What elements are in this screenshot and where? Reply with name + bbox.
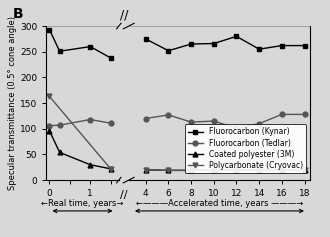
Text: //: // bbox=[120, 190, 127, 200]
Legend: Fluorocarbon (Kynar), Fluorocarbon (Tedlar), Coated polyester (3M), Polycarbonat: Fluorocarbon (Kynar), Fluorocarbon (Tedl… bbox=[185, 124, 306, 173]
Text: ←Real time, years→: ←Real time, years→ bbox=[41, 199, 124, 208]
Text: B: B bbox=[13, 7, 24, 21]
Text: //: // bbox=[119, 8, 128, 21]
Y-axis label: Specular transmittance (0.5° cone angle): Specular transmittance (0.5° cone angle) bbox=[8, 16, 17, 190]
Text: ←———Accelerated time, years ———→: ←———Accelerated time, years ———→ bbox=[136, 199, 303, 208]
